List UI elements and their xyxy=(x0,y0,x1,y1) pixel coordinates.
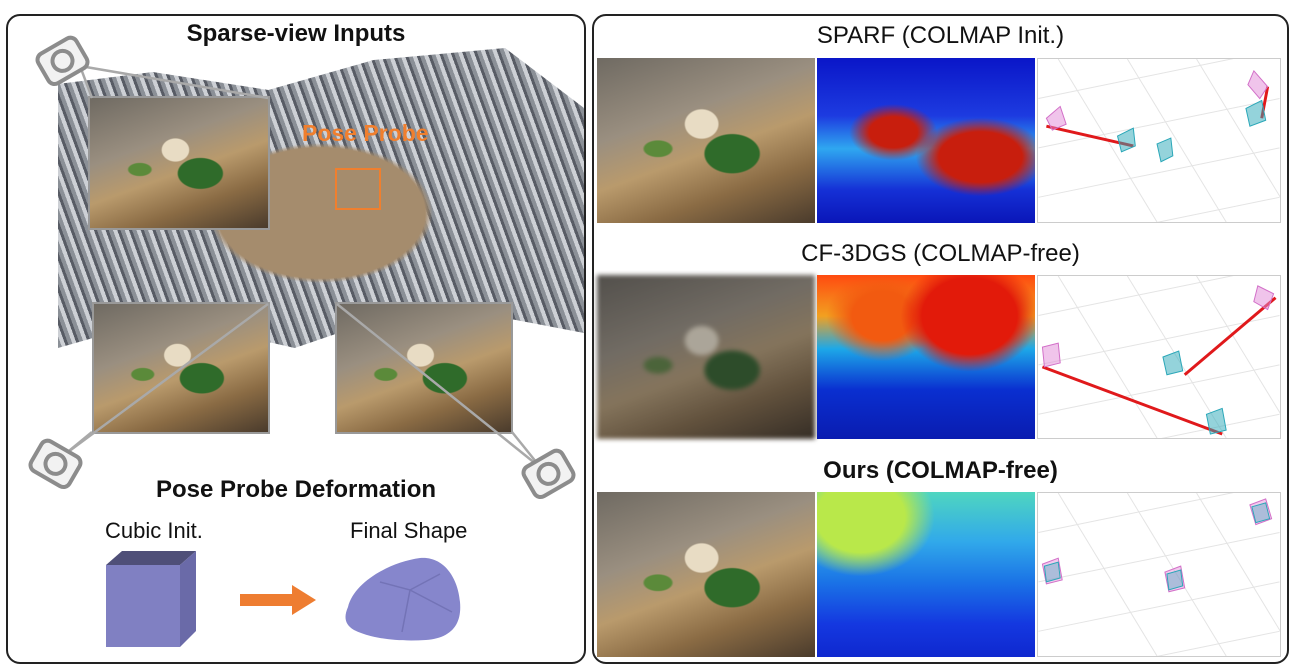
cubic-init-label: Cubic Init. xyxy=(105,518,203,543)
cf3dgs-rgb-image xyxy=(597,275,815,439)
sparf-depth-image xyxy=(817,58,1035,223)
ours-depth-image xyxy=(817,492,1035,657)
sparse-view-title: Sparse-view Inputs xyxy=(186,20,406,47)
sparf-rgb-image xyxy=(597,58,815,223)
row-title-ours: Ours (COLMAP-free) xyxy=(823,457,1058,484)
deformation-title: Pose Probe Deformation xyxy=(155,476,437,503)
camera-frustum-lines xyxy=(63,64,542,469)
pose-probe-box xyxy=(335,168,381,210)
pose-probe-label: Pose Probe xyxy=(302,120,429,146)
sparf-pose-plot xyxy=(1037,58,1281,223)
ours-pose-plot xyxy=(1037,492,1281,657)
arrow-icon xyxy=(240,585,316,615)
camera-icon xyxy=(521,448,576,500)
cf3dgs-depth-image xyxy=(817,275,1035,439)
camera-icon xyxy=(35,35,90,87)
row-title-sparf: SPARF (COLMAP Init.) xyxy=(816,22,1065,49)
cf3dgs-pose-plot xyxy=(1037,275,1281,439)
final-shape-label: Final Shape xyxy=(350,518,468,543)
input-view-1 xyxy=(88,96,270,230)
cube-shape xyxy=(106,551,196,647)
final-shape xyxy=(345,557,461,641)
ours-rgb-image xyxy=(597,492,815,657)
row-title-cf3dgs: CF-3DGS (COLMAP-free) xyxy=(801,240,1080,267)
camera-icon xyxy=(28,438,83,490)
input-view-3 xyxy=(335,302,513,434)
